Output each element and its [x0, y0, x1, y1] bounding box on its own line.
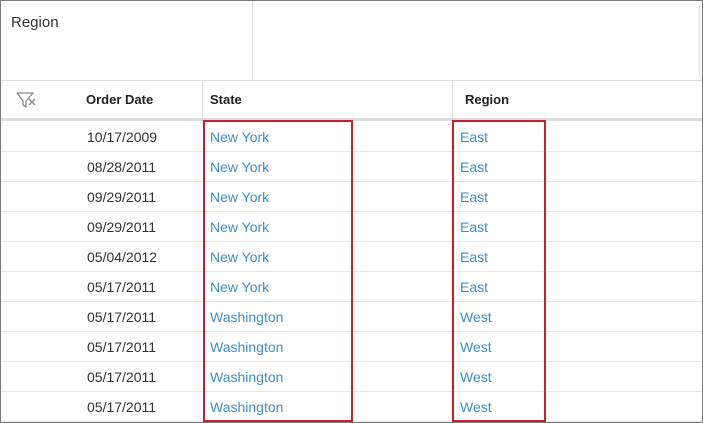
order-date-cell: 05/17/2011 — [87, 369, 157, 385]
order-date-cell: 05/17/2011 — [87, 279, 157, 295]
region-link[interactable]: West — [460, 339, 492, 355]
state-link[interactable]: Washington — [210, 369, 284, 385]
divider — [699, 5, 700, 77]
region-filter-title: Region — [11, 14, 59, 31]
order-date-cell: 05/17/2011 — [87, 339, 157, 355]
table-row[interactable]: 05/04/2012 New York East — [1, 242, 702, 272]
table-row[interactable]: 09/29/2011 New York East — [1, 182, 702, 212]
table-row[interactable]: 08/28/2011 New York East — [1, 152, 702, 182]
region-link[interactable]: East — [460, 219, 489, 235]
table-row[interactable]: 05/17/2011 Washington West — [1, 332, 702, 362]
state-link[interactable]: New York — [210, 189, 270, 205]
region-filter-box[interactable]: Region — [1, 1, 253, 80]
order-date-cell: 05/17/2011 — [87, 399, 157, 415]
region-link[interactable]: East — [460, 279, 489, 295]
region-link[interactable]: West — [460, 369, 492, 385]
region-link[interactable]: East — [460, 159, 489, 175]
order-date-cell: 05/04/2012 — [87, 249, 158, 265]
order-date-cell: 05/17/2011 — [87, 309, 157, 325]
order-date-cell: 10/17/2009 — [87, 129, 158, 145]
region-link[interactable]: East — [460, 189, 489, 205]
table-row[interactable]: 05/17/2011 Washington West — [1, 302, 702, 332]
region-link[interactable]: West — [460, 399, 492, 415]
grid-body: 10/17/2009 New York East 08/28/2011 New … — [1, 122, 702, 422]
grid-header: Order Date State Region — [1, 81, 702, 121]
state-link[interactable]: New York — [210, 129, 270, 145]
column-header-state[interactable]: State — [203, 81, 453, 118]
table-row[interactable]: 05/17/2011 Washington West — [1, 392, 702, 422]
order-date-cell: 09/29/2011 — [87, 189, 157, 205]
state-link[interactable]: New York — [210, 249, 270, 265]
order-date-cell: 09/29/2011 — [87, 219, 157, 235]
region-link[interactable]: East — [460, 129, 489, 145]
table-row[interactable]: 09/29/2011 New York East — [1, 212, 702, 242]
order-date-cell: 08/28/2011 — [87, 159, 157, 175]
state-link[interactable]: Washington — [210, 399, 284, 415]
table-row[interactable]: 05/17/2011 New York East — [1, 272, 702, 302]
state-link[interactable]: Washington — [210, 339, 284, 355]
table-row[interactable]: 05/17/2011 Washington West — [1, 362, 702, 392]
table-row[interactable]: 10/17/2009 New York East — [1, 122, 702, 152]
region-link[interactable]: East — [460, 249, 489, 265]
state-link[interactable]: New York — [210, 219, 270, 235]
state-link[interactable]: New York — [210, 279, 270, 295]
column-header-region[interactable]: Region — [465, 92, 510, 107]
state-link[interactable]: New York — [210, 159, 270, 175]
filter-icon[interactable] — [1, 81, 51, 118]
state-link[interactable]: Washington — [210, 309, 284, 325]
filter-panel: Region — [1, 1, 702, 81]
column-header-order-date[interactable]: Order Date — [51, 81, 203, 118]
region-link[interactable]: West — [460, 309, 492, 325]
